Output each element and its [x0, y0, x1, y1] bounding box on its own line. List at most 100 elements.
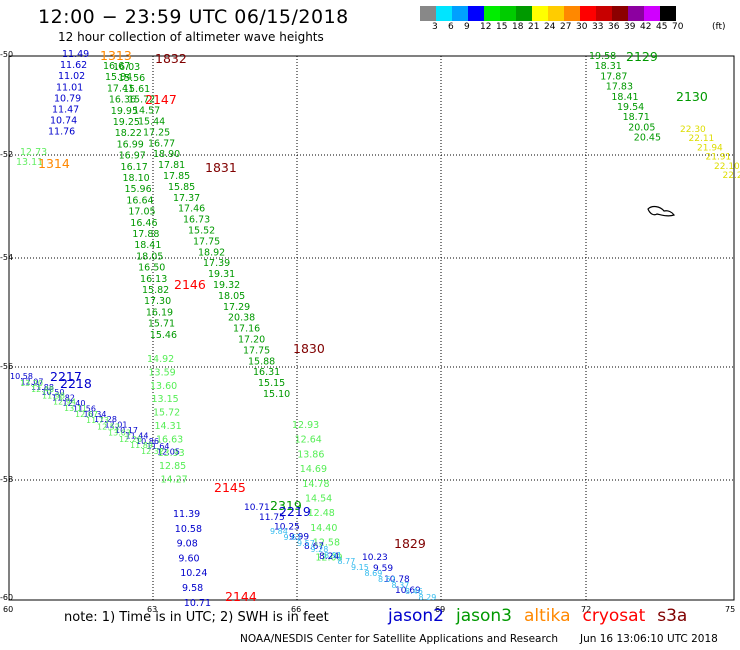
track-segment: 19.5818.3117.8717.8318.4119.5418.7120.05… — [589, 51, 661, 144]
swh-value: 15.96 — [124, 184, 151, 195]
pass-time-label: 2129 — [626, 49, 658, 64]
swh-value: 14.40 — [310, 523, 337, 534]
swh-value: 9.59 — [373, 564, 393, 574]
latitude-label: -54 — [0, 253, 13, 262]
map-frame — [8, 55, 735, 601]
longitude-label: 60 — [3, 605, 13, 614]
legend-swatch — [628, 6, 644, 21]
swh-value: 11.73 — [86, 416, 109, 425]
legend-swatch — [436, 6, 452, 21]
swh-value: 16.03 — [113, 62, 140, 73]
swh-value: 19.58 — [589, 51, 616, 62]
swh-value: 17.46 — [178, 204, 205, 215]
swh-value: 8.69 — [365, 569, 383, 578]
pass-time-label: 2147 — [145, 92, 177, 107]
swh-value: 12.01 — [105, 421, 128, 430]
legend-swatch — [420, 6, 436, 21]
swh-value: 19.31 — [208, 269, 235, 280]
graticule — [9, 56, 734, 600]
swh-value: 16.50 — [138, 263, 165, 274]
swh-value: 12.64 — [295, 435, 322, 446]
swh-value: 13.93 — [158, 448, 185, 459]
latitude-label: -56 — [0, 362, 13, 371]
legend-tick: 42 — [640, 22, 652, 32]
swh-value: 12.26 — [119, 435, 142, 444]
legend-swatch — [596, 6, 612, 21]
swh-value: 22.21 — [723, 171, 740, 181]
swh-value: 19.25 — [113, 117, 140, 128]
track-segment: 16.0315.5615.6115.7214.5715.4417.2516.77… — [113, 62, 290, 400]
legend-swatch — [580, 6, 596, 21]
swh-value: 13.20 — [20, 379, 43, 388]
swh-value: 8.37 — [392, 581, 410, 590]
legend-swatch — [644, 6, 660, 21]
swh-value: 9.15 — [351, 563, 369, 572]
generated-timestamp: Jun 16 13:06:10 UTC 2018 — [580, 633, 718, 645]
swh-value: 15.72 — [128, 95, 155, 106]
latitude-label: -52 — [0, 150, 13, 159]
track-segment: 13.2012.4811.9812.9413.1112.6711.7312.52… — [20, 379, 164, 456]
swh-value: 17.88 — [132, 229, 159, 240]
swh-value: 9.84 — [270, 527, 288, 536]
swh-value: 20.05 — [628, 122, 655, 133]
swh-value: 15.88 — [248, 356, 275, 367]
swh-value: 18.05 — [136, 251, 163, 262]
swh-value: 10.69 — [395, 586, 421, 596]
legend-tick: 9 — [464, 22, 470, 32]
legend-swatch — [468, 6, 484, 21]
swh-value: 22.11 — [689, 134, 715, 144]
swh-value: 9.60 — [178, 553, 199, 564]
legend-swatch — [660, 6, 676, 21]
latitude-label: -50 — [0, 50, 13, 59]
swh-value: 19.54 — [617, 102, 644, 113]
swh-value: 14.31 — [155, 421, 182, 432]
swh-value: 8.77 — [338, 557, 356, 566]
satellite-legend: jason2 jason3 altika cryosat s3a — [388, 606, 687, 626]
swh-value: 22.10 — [714, 162, 740, 172]
swh-value: 12.94 — [53, 398, 76, 407]
swh-value: 18.92 — [198, 247, 225, 258]
track-segment: 9.849.629.579.288.918.779.158.698.528.37… — [270, 527, 436, 602]
legend-tick: 36 — [608, 22, 620, 32]
swh-value: 17.85 — [163, 171, 190, 182]
swh-value: 11.02 — [58, 71, 85, 82]
swh-value: 21.91 — [706, 153, 732, 163]
swh-value: 9.08 — [177, 539, 198, 550]
legend-swatch — [612, 6, 628, 21]
legend-swatch — [564, 6, 580, 21]
swh-value: 18.31 — [595, 61, 622, 72]
swh-value: 12.48 — [308, 508, 335, 519]
longitude-label: 63 — [147, 605, 157, 614]
latitude-label: -58 — [0, 475, 13, 484]
legend-tick: 39 — [624, 22, 636, 32]
swh-value: 16.31 — [253, 367, 280, 378]
swh-value: 11.62 — [60, 60, 87, 71]
swh-value: 13.03 — [108, 429, 131, 438]
swh-value: 10.78 — [384, 575, 410, 585]
track-segment: 16.6715.8417.4116.3619.9519.2518.2216.99… — [103, 61, 177, 341]
swh-value: 10.23 — [362, 553, 388, 563]
swh-value: 15.44 — [138, 117, 165, 128]
longitude-label: 75 — [725, 605, 735, 614]
swh-value: 8.29 — [419, 593, 437, 602]
swh-value: 12.58 — [313, 538, 340, 549]
swh-value: 10.50 — [42, 388, 65, 397]
pass-time-label: 1832 — [155, 51, 187, 66]
track-segment: 14.92 13.59 13.60 13.15 15.72 14.31 16.63 13.93… — [147, 354, 188, 486]
track-segment: 12.93 12.64 13.86 14.69 14.78 14.54 12.48 14.40… — [292, 420, 343, 563]
legend-swatch — [516, 6, 532, 21]
swh-value: 15.15 — [258, 378, 285, 389]
longitude-label: 69 — [435, 605, 445, 614]
swh-value: 13.59 — [149, 367, 176, 378]
swh-value: 15.72 — [153, 408, 180, 419]
swh-value: 9.99 — [289, 532, 309, 542]
swh-value: 17.75 — [243, 345, 270, 356]
swh-value: 13.60 — [150, 381, 177, 392]
swh-value: 18.71 — [623, 112, 650, 123]
pass-time-label: 2217 — [50, 369, 82, 384]
swh-value: 14.57 — [133, 106, 160, 117]
